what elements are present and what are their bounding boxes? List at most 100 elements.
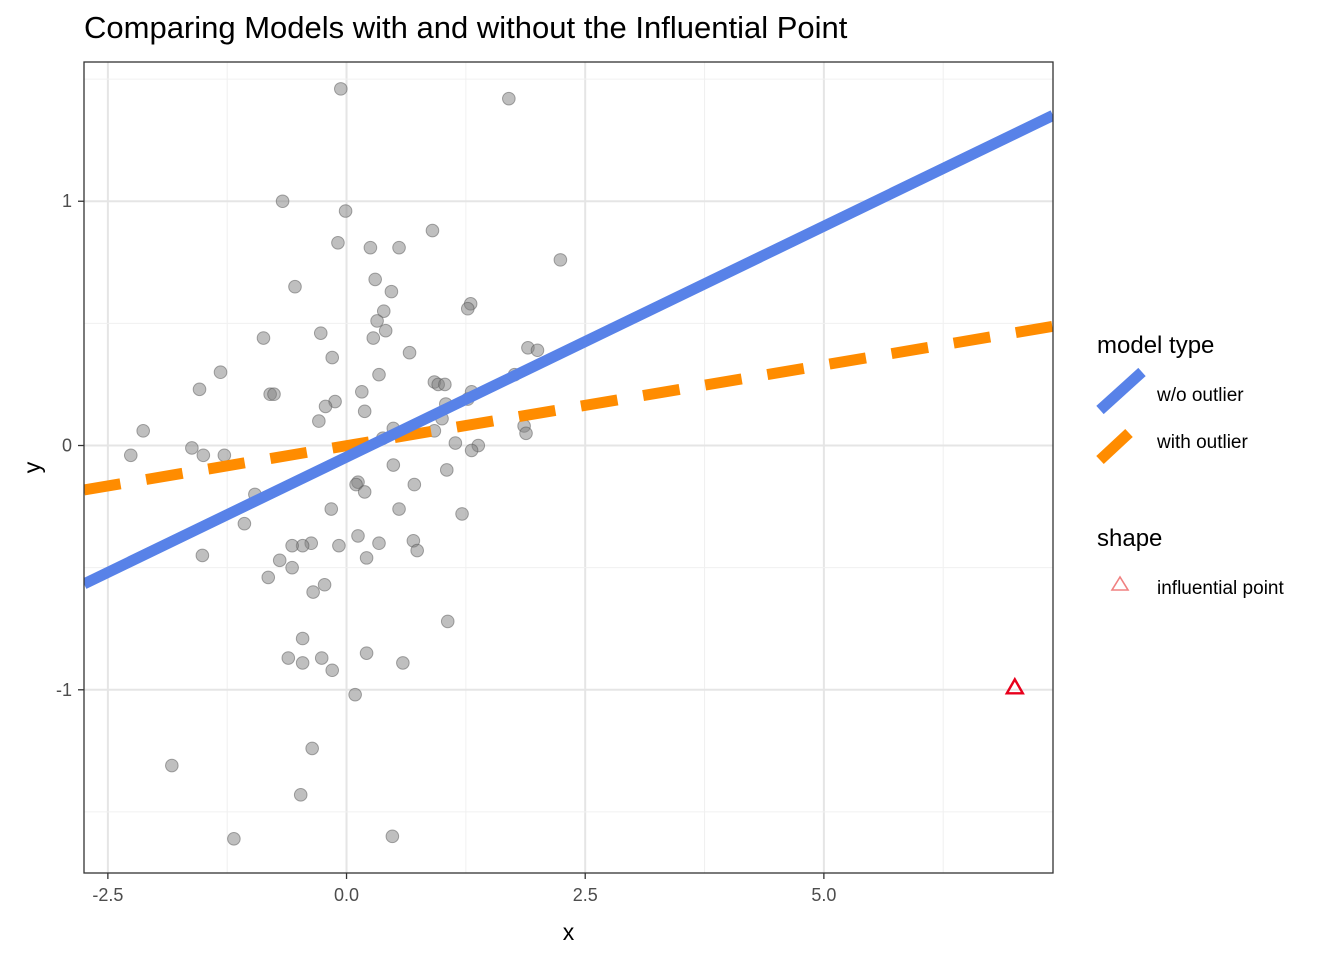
data-point: [288, 279, 302, 294]
data-point: [464, 443, 479, 458]
legend-key-triangle-icon: [1110, 575, 1130, 591]
data-point: [313, 326, 328, 340]
data-point: [261, 570, 276, 585]
influential-point-layer: [1004, 676, 1025, 695]
data-point: [317, 577, 332, 592]
x-tick-label: 0.0: [334, 885, 359, 905]
axes: -2.5 0.0 2.5 5.0 -1 0 1: [56, 191, 836, 905]
data-point: [192, 382, 207, 397]
data-point: [407, 477, 422, 492]
data-point: [519, 426, 533, 441]
data-point: [165, 758, 179, 773]
data-point: [448, 436, 463, 450]
data-point: [425, 223, 440, 238]
data-point: [196, 448, 211, 463]
data-point: [331, 235, 345, 250]
data-point: [275, 194, 290, 209]
data-point: [357, 485, 372, 499]
legend-key-w-o-outlier: [1096, 367, 1146, 415]
data-point: [370, 314, 384, 328]
data-point: [366, 331, 381, 345]
x-axis-title: x: [563, 919, 575, 945]
data-point: [272, 553, 287, 568]
legend-label-influential-point: influential point: [1157, 578, 1284, 599]
data-point: [136, 424, 150, 438]
data-point: [295, 656, 310, 670]
grid: [84, 62, 1053, 873]
data-point: [227, 832, 241, 846]
data-point: [386, 458, 401, 472]
data-point: [305, 741, 319, 756]
data-point: [285, 560, 299, 575]
data-point: [376, 304, 391, 318]
data-point: [338, 204, 353, 218]
data-point: [314, 651, 329, 665]
legend-title-model-type: model type: [1097, 332, 1214, 359]
data-point: [384, 284, 399, 299]
regression-line-w-o-outlier: [84, 110, 1053, 589]
legend-label-w-o-outlier: w/o outlier: [1156, 385, 1244, 406]
data-point: [285, 538, 299, 553]
data-point: [281, 651, 296, 665]
data-point: [460, 301, 475, 316]
data-point: [355, 384, 369, 399]
legend-title-shape: shape: [1097, 525, 1162, 552]
data-point: [357, 404, 372, 419]
data-point: [312, 414, 326, 428]
regression-lines: [84, 110, 1053, 589]
influential-point-triangle: [1004, 676, 1025, 695]
y-tick-label: -1: [56, 680, 72, 700]
x-tick-label: 2.5: [573, 885, 598, 905]
data-point: [396, 656, 410, 670]
data-point: [553, 253, 568, 267]
data-point: [502, 91, 516, 106]
data-point: [217, 448, 232, 463]
data-point: [237, 516, 252, 531]
data-point: [195, 548, 210, 563]
data-point: [324, 502, 339, 516]
data-point: [334, 82, 348, 96]
data-point: [318, 399, 333, 414]
data-point: [359, 646, 374, 660]
data-point: [530, 343, 545, 358]
chart-title: Comparing Models with and without the In…: [84, 10, 848, 45]
y-tick-label: 1: [62, 191, 72, 211]
data-point: [256, 331, 271, 345]
data-point: [402, 345, 417, 360]
y-axis-title: y: [19, 461, 45, 473]
data-point: [332, 538, 346, 553]
legend-key-with-outlier: [1096, 428, 1133, 465]
data-point: [123, 448, 138, 463]
data-point: [185, 441, 199, 455]
data-point: [440, 614, 455, 629]
data-point: [392, 240, 406, 255]
data-point: [359, 551, 374, 565]
x-tick-label: -2.5: [92, 885, 123, 905]
data-point: [306, 585, 320, 599]
x-tick-label: 5.0: [811, 885, 836, 905]
data-point: [351, 529, 365, 543]
data-point: [438, 377, 452, 392]
data-point: [410, 543, 424, 558]
data-point: [439, 463, 454, 477]
data-point: [385, 829, 400, 844]
data-point: [368, 272, 382, 287]
data-point: [267, 387, 281, 402]
data-point: [293, 788, 308, 802]
data-point: [372, 536, 386, 551]
y-tick-label: 0: [62, 436, 72, 456]
data-point: [213, 365, 228, 380]
data-point: [325, 663, 340, 678]
data-point: [295, 631, 310, 646]
data-point: [455, 507, 469, 521]
legend: model type w/o outlier with outlier shap…: [1096, 332, 1284, 599]
data-point: [363, 240, 378, 255]
data-point: [378, 323, 393, 338]
legend-label-with-outlier: with outlier: [1156, 432, 1248, 453]
data-point: [348, 687, 362, 702]
plot-panel-border: [83, 61, 1054, 874]
data-point: [349, 477, 363, 492]
data-point: [325, 350, 340, 365]
data-point: [372, 367, 386, 382]
